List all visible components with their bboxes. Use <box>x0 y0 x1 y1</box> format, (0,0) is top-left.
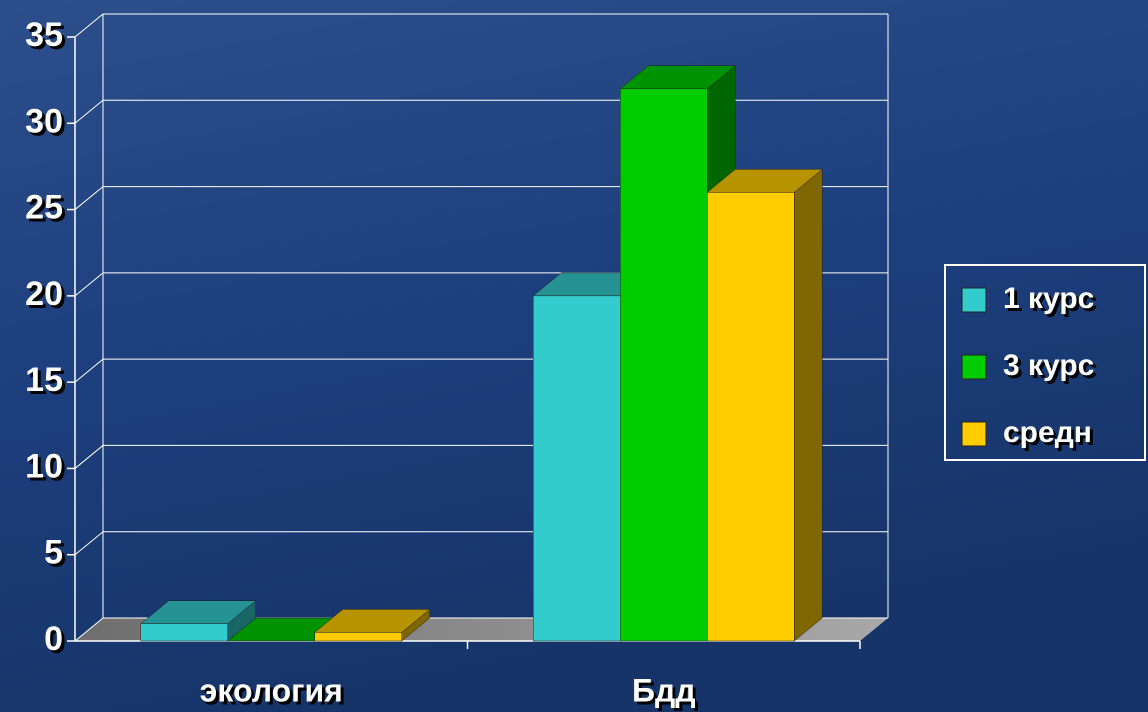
bar-side <box>794 168 823 642</box>
y-tick-label: 35 <box>25 16 63 54</box>
x-tick-label: экология <box>200 672 343 708</box>
bar-front <box>314 632 402 642</box>
bar-front <box>140 623 228 642</box>
bar-front <box>707 192 795 642</box>
y-tick-label: 5 <box>44 534 63 572</box>
y-tick-label: 10 <box>25 447 63 485</box>
legend-label: 1 курс <box>1003 282 1094 315</box>
legend-label: 3 курс <box>1003 349 1094 382</box>
legend-label: средн <box>1003 416 1092 449</box>
grid-line <box>74 13 888 38</box>
y-tick-label: 0 <box>44 620 63 658</box>
y-tick-label: 30 <box>25 102 63 140</box>
legend-swatch <box>961 287 987 313</box>
y-tick-label: 20 <box>25 275 63 313</box>
bar <box>140 600 257 642</box>
bar-front <box>620 88 708 642</box>
legend-box <box>944 264 1146 461</box>
plot-area: 0 5 10 15 20 25 30 35 экология Бдд <box>25 13 889 708</box>
legend-swatch <box>961 421 987 447</box>
y-tick-label: 15 <box>25 361 63 399</box>
bar-front <box>533 295 621 642</box>
bar <box>314 608 431 642</box>
x-tick-label: Бдд <box>632 672 696 708</box>
bar <box>706 168 823 642</box>
legend-swatch <box>961 354 987 380</box>
y-tick-label: 25 <box>25 189 63 227</box>
